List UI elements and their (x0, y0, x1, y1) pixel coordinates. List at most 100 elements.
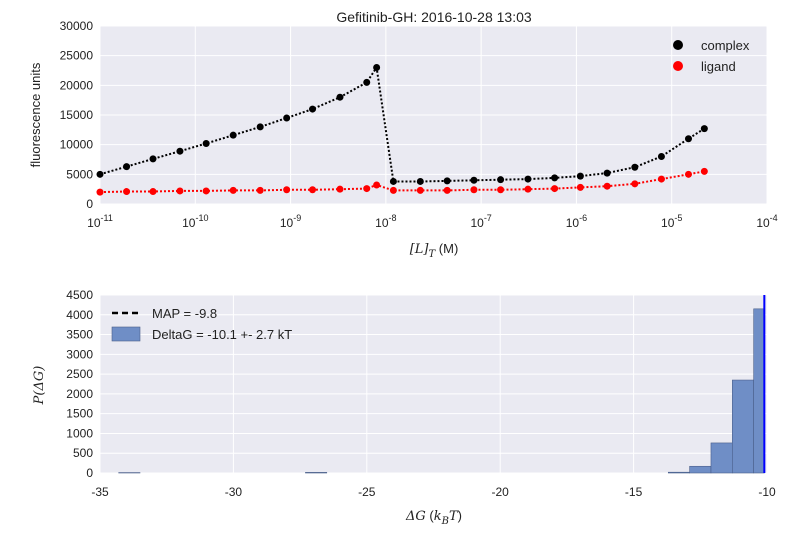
bottom-x-tick-label: -30 (225, 485, 243, 499)
data-point-complex (96, 170, 104, 178)
top-x-ticks: 10-11 10-10 10-9 10-8 10-7 10-6 10-5 10-4 (87, 213, 778, 230)
data-point-complex (373, 64, 381, 72)
data-point-complex (336, 93, 344, 101)
histogram-bar (689, 465, 712, 474)
top-legend: complex ligand (673, 38, 750, 74)
data-point-ligand (229, 186, 237, 194)
top-x-tick-label: 10-8 (375, 213, 396, 230)
bottom-y-tick-label: 3500 (66, 328, 93, 342)
bottom-y-tick-label: 3000 (66, 347, 93, 361)
histogram-bar (305, 472, 328, 474)
bottom-y-tick-label: 500 (73, 446, 93, 460)
data-point-ligand (524, 185, 532, 193)
top-x-tick-label: 10-9 (280, 213, 301, 230)
deltag-histogram: 0 500 1000 1500 2000 2500 3000 3500 4000 4500 -35… (32, 288, 776, 527)
data-point-ligand (657, 175, 665, 183)
top-x-tick-label: 10-5 (661, 213, 682, 230)
data-point-ligand (123, 188, 131, 196)
data-point-complex (283, 114, 291, 122)
legend-label-deltag: DeltaG = -10.1 +- 2.7 kT (152, 327, 292, 342)
legend-marker-complex (673, 40, 683, 50)
bottom-y-tick-label: 2000 (66, 387, 93, 401)
top-x-tick-label: 10-11 (87, 213, 113, 230)
data-point-ligand (470, 186, 478, 194)
data-point-complex (123, 163, 131, 171)
data-point-complex (497, 176, 505, 184)
data-point-ligand (176, 187, 184, 195)
data-point-ligand (202, 187, 210, 195)
data-point-complex (524, 175, 532, 183)
top-y-axis-label: fluorescence units (28, 62, 43, 167)
bottom-data (118, 295, 766, 474)
bottom-y-tick-label: 2500 (66, 367, 93, 381)
data-point-ligand (684, 170, 692, 178)
data-point-ligand (497, 186, 505, 194)
bottom-y-tick-label: 0 (86, 466, 93, 480)
data-point-complex (603, 169, 611, 177)
data-point-complex (176, 147, 184, 155)
data-point-complex (416, 177, 424, 185)
top-y-tick-label: 20000 (60, 78, 94, 92)
bottom-x-tick-label: -20 (492, 485, 510, 499)
bottom-y-tick-label: 1500 (66, 407, 93, 421)
data-point-complex (149, 155, 157, 163)
plot-area-bottom (100, 295, 767, 473)
data-point-ligand (576, 183, 584, 191)
top-x-tick-label: 10-6 (566, 213, 587, 230)
top-x-tick-label: 10-4 (756, 213, 777, 230)
histogram-bar (667, 471, 690, 474)
data-point-complex (551, 174, 559, 182)
histogram-bar (710, 442, 733, 474)
top-x-tick-label: 10-10 (182, 213, 208, 230)
top-data (96, 64, 708, 196)
bottom-y-tick-label: 4500 (66, 288, 93, 302)
bottom-y-axis-label: P(ΔG) (32, 366, 47, 406)
data-point-complex (389, 177, 397, 185)
data-point-complex (576, 172, 584, 180)
bottom-x-ticks: -35 -30 -25 -20 -15 -10 (91, 485, 776, 499)
top-y-tick-label: 0 (86, 197, 93, 211)
data-point-ligand (631, 180, 639, 188)
data-point-ligand (389, 186, 397, 194)
data-point-complex (256, 123, 264, 131)
top-grid (99, 25, 768, 205)
legend-label-ligand: ligand (701, 59, 736, 74)
data-point-ligand (603, 182, 611, 190)
bottom-x-tick-label: -25 (358, 485, 376, 499)
data-point-complex (657, 153, 665, 161)
data-point-ligand (700, 167, 708, 175)
bottom-x-tick-label: -15 (625, 485, 643, 499)
data-point-ligand (336, 185, 344, 193)
data-point-complex (443, 177, 451, 185)
data-point-ligand (443, 186, 451, 194)
histogram-bar (732, 379, 754, 474)
data-point-complex (363, 78, 371, 86)
bottom-x-axis-label: ΔG (kBT) (405, 508, 462, 527)
legend-patch-deltag (111, 326, 141, 342)
bottom-x-tick-label: -10 (758, 485, 776, 499)
bottom-x-tick-label: -35 (91, 485, 109, 499)
data-point-ligand (256, 186, 264, 194)
data-point-complex (631, 163, 639, 171)
bottom-y-ticks: 0 500 1000 1500 2000 2500 3000 3500 4000 4500 (66, 288, 93, 480)
data-point-complex (229, 131, 237, 139)
data-point-ligand (373, 181, 381, 189)
top-y-tick-label: 15000 (60, 108, 94, 122)
legend-marker-ligand (673, 61, 683, 71)
legend-label-map: MAP = -9.8 (152, 306, 217, 321)
top-y-tick-label: 30000 (60, 19, 94, 33)
top-x-tick-label: 10-7 (470, 213, 491, 230)
data-point-ligand (309, 186, 317, 194)
data-point-ligand (96, 188, 104, 196)
top-y-tick-label: 10000 (60, 138, 94, 152)
legend-label-complex: complex (701, 38, 750, 53)
data-point-ligand (416, 186, 424, 194)
bottom-legend: MAP = -9.8 DeltaG = -10.1 +- 2.7 kT (111, 306, 292, 342)
bottom-y-tick-label: 1000 (66, 426, 93, 440)
data-point-ligand (283, 186, 291, 194)
bottom-y-tick-label: 4000 (66, 308, 93, 322)
data-point-complex (700, 125, 708, 133)
histogram-bar (753, 308, 765, 474)
data-point-ligand (551, 185, 559, 193)
